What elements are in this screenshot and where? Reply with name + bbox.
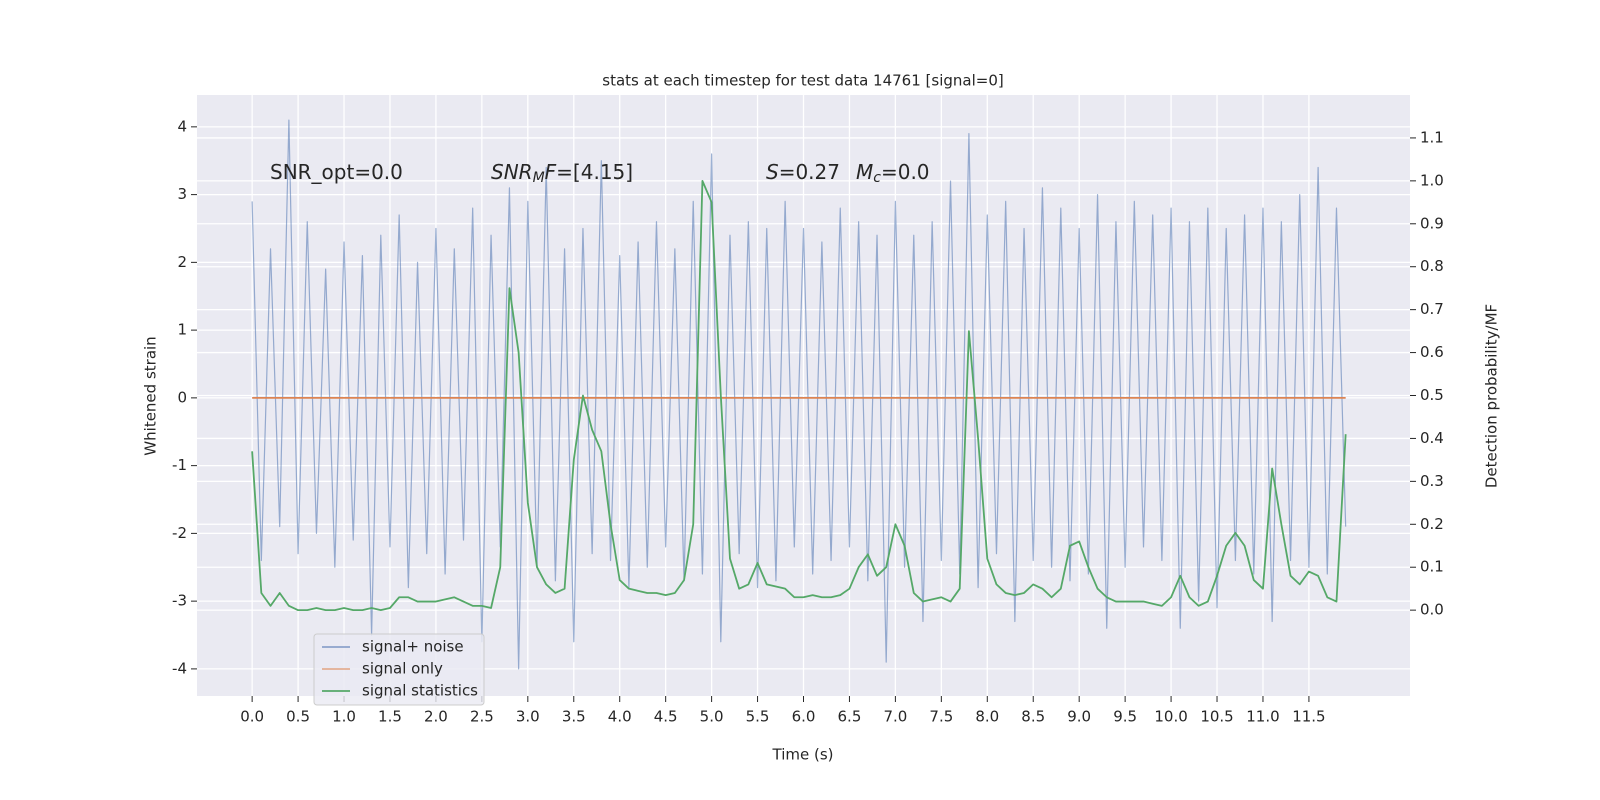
y2-tick-label: 0.7	[1420, 300, 1444, 318]
x-tick-label: 0.5	[286, 708, 310, 726]
annotation-part: SNR	[491, 160, 533, 184]
x-tick-label: 11.5	[1292, 708, 1325, 726]
annotation: SNRMF=[4.15]	[491, 160, 633, 187]
y2-tick-label: 1.1	[1420, 128, 1444, 146]
annotation-part: =0.0	[881, 160, 930, 184]
x-tick-label: 5.0	[700, 708, 724, 726]
y2-tick-label: 0.0	[1420, 601, 1444, 619]
annotation-part: F	[545, 160, 557, 184]
legend-label: signal+ noise	[362, 638, 464, 656]
y2-tick-label: 0.8	[1420, 257, 1444, 275]
y2-tick-label: 0.3	[1420, 472, 1444, 490]
x-tick-label: 1.0	[332, 708, 356, 726]
x-tick-label: 11.0	[1246, 708, 1279, 726]
series-line	[251, 179, 1347, 612]
y-axis-label: Whitened strain	[142, 336, 160, 455]
y2-axis-label: Detection probability/MF	[1483, 304, 1501, 488]
x-tick-label: 8.5	[1021, 708, 1045, 726]
y2-tick-label: 0.1	[1420, 558, 1444, 576]
x-tick-label: 0.0	[240, 708, 264, 726]
x-tick-label: 3.5	[562, 708, 586, 726]
legend-label: signal only	[362, 660, 443, 678]
annotation-part: c	[873, 170, 881, 186]
y2-tick-label: 1.0	[1420, 171, 1444, 189]
legend-box	[313, 633, 485, 706]
y-tick-label: 3	[177, 185, 187, 203]
x-tick-label: 1.5	[378, 708, 402, 726]
x-tick-label: 2.5	[470, 708, 494, 726]
x-tick-label: 3.0	[516, 708, 540, 726]
y2-tick-label: 0.9	[1420, 214, 1444, 232]
y-tick-label: -1	[172, 456, 187, 474]
x-tick-label: 6.0	[792, 708, 816, 726]
x-tick-label: 10.5	[1200, 708, 1233, 726]
y2-tick-label: 0.2	[1420, 515, 1444, 533]
series-line	[251, 119, 1347, 670]
y-tick-label: -3	[172, 592, 187, 610]
y-tick-label: -4	[172, 659, 187, 677]
annotation: SNR_opt=0.0	[270, 160, 403, 184]
annotation-part: =[4.15]	[556, 160, 633, 184]
annotation-part: M	[533, 170, 545, 186]
y-tick-label: 2	[177, 253, 187, 271]
y-tick-label: -2	[172, 524, 187, 542]
y2-tick-label: 0.4	[1420, 429, 1444, 447]
annotation-part: S	[766, 160, 779, 184]
annotation-part: SNR_opt=0.0	[270, 160, 403, 184]
x-tick-label: 4.5	[654, 708, 678, 726]
x-tick-label: 4.0	[608, 708, 632, 726]
annotation-part: =0.27	[779, 160, 840, 184]
x-tick-label: 2.0	[424, 708, 448, 726]
y-tick-label: 1	[177, 321, 187, 339]
chart-title: stats at each timestep for test data 147…	[602, 72, 1003, 90]
x-tick-label: 10.0	[1154, 708, 1187, 726]
y-tick-label: 4	[177, 117, 187, 135]
y2-tick-label: 0.6	[1420, 343, 1444, 361]
y-tick-label: 0	[177, 388, 187, 406]
x-tick-label: 8.0	[975, 708, 999, 726]
x-tick-label: 9.5	[1113, 708, 1137, 726]
x-tick-label: 7.0	[883, 708, 907, 726]
x-axis-label: Time (s)	[772, 746, 834, 764]
annotation: S=0.27 Mc=0.0	[766, 160, 930, 187]
annotation-part: M	[856, 160, 873, 184]
x-tick-label: 6.5	[838, 708, 862, 726]
x-tick-label: 5.5	[746, 708, 770, 726]
x-tick-label: 7.5	[929, 708, 953, 726]
x-tick-label: 9.0	[1067, 708, 1091, 726]
y2-tick-label: 0.5	[1420, 386, 1444, 404]
legend-label: signal statistics	[362, 682, 478, 700]
